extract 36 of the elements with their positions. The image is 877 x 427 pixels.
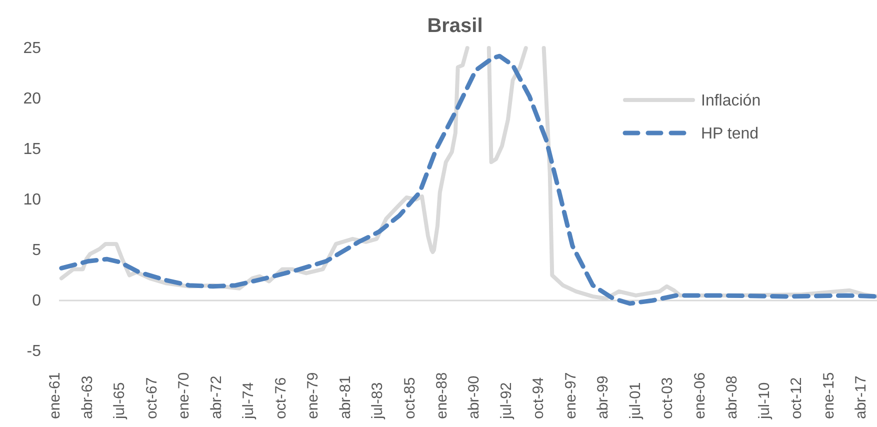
x-tick-label: abr-72 bbox=[208, 376, 225, 419]
x-tick-label: jul-01 bbox=[626, 382, 644, 420]
x-tick-label: oct-03 bbox=[659, 377, 676, 419]
x-tick-label: jul-10 bbox=[756, 382, 773, 420]
y-tick-label: 0 bbox=[32, 292, 42, 310]
x-tick-label: jul-83 bbox=[368, 382, 386, 420]
y-tick-label: 25 bbox=[23, 40, 42, 58]
x-tick-label: abr-63 bbox=[78, 376, 96, 419]
chart-title: Brasil bbox=[427, 15, 483, 37]
y-tick-label: 10 bbox=[23, 192, 42, 209]
y-tick-label: -5 bbox=[26, 343, 42, 360]
legend-label: HP tend bbox=[701, 126, 759, 143]
x-tick-label: ene-70 bbox=[176, 372, 193, 419]
x-tick-label: jul-74 bbox=[240, 382, 258, 420]
x-tick-label: ene-15 bbox=[820, 372, 838, 419]
x-tick-label: ene-61 bbox=[46, 372, 64, 419]
legend-label: Inflación bbox=[701, 92, 761, 110]
x-tick-label: jul-92 bbox=[498, 382, 515, 420]
x-tick-label: ene-97 bbox=[562, 372, 580, 419]
x-tick-label: abr-17 bbox=[852, 376, 870, 419]
x-tick-label: abr-90 bbox=[466, 376, 483, 419]
y-tick-label: 15 bbox=[23, 141, 42, 158]
x-tick-label: abr-81 bbox=[336, 376, 354, 419]
x-tick-label: oct-76 bbox=[272, 377, 290, 419]
y-tick-label: 5 bbox=[32, 242, 42, 260]
y-tick-label: 20 bbox=[23, 90, 42, 108]
x-tick-label: jul-65 bbox=[111, 382, 128, 420]
x-tick-label: oct-85 bbox=[401, 377, 418, 419]
x-tick-label: oct-94 bbox=[530, 377, 548, 419]
x-tick-label: oct-67 bbox=[143, 377, 160, 419]
x-tick-label: abr-99 bbox=[594, 376, 612, 419]
x-tick-label: ene-88 bbox=[434, 372, 451, 419]
x-tick-label: abr-08 bbox=[724, 376, 741, 419]
x-tick-label: oct-12 bbox=[788, 377, 806, 419]
x-tick-label: ene-79 bbox=[304, 372, 322, 419]
x-tick-label: ene-06 bbox=[692, 372, 708, 419]
